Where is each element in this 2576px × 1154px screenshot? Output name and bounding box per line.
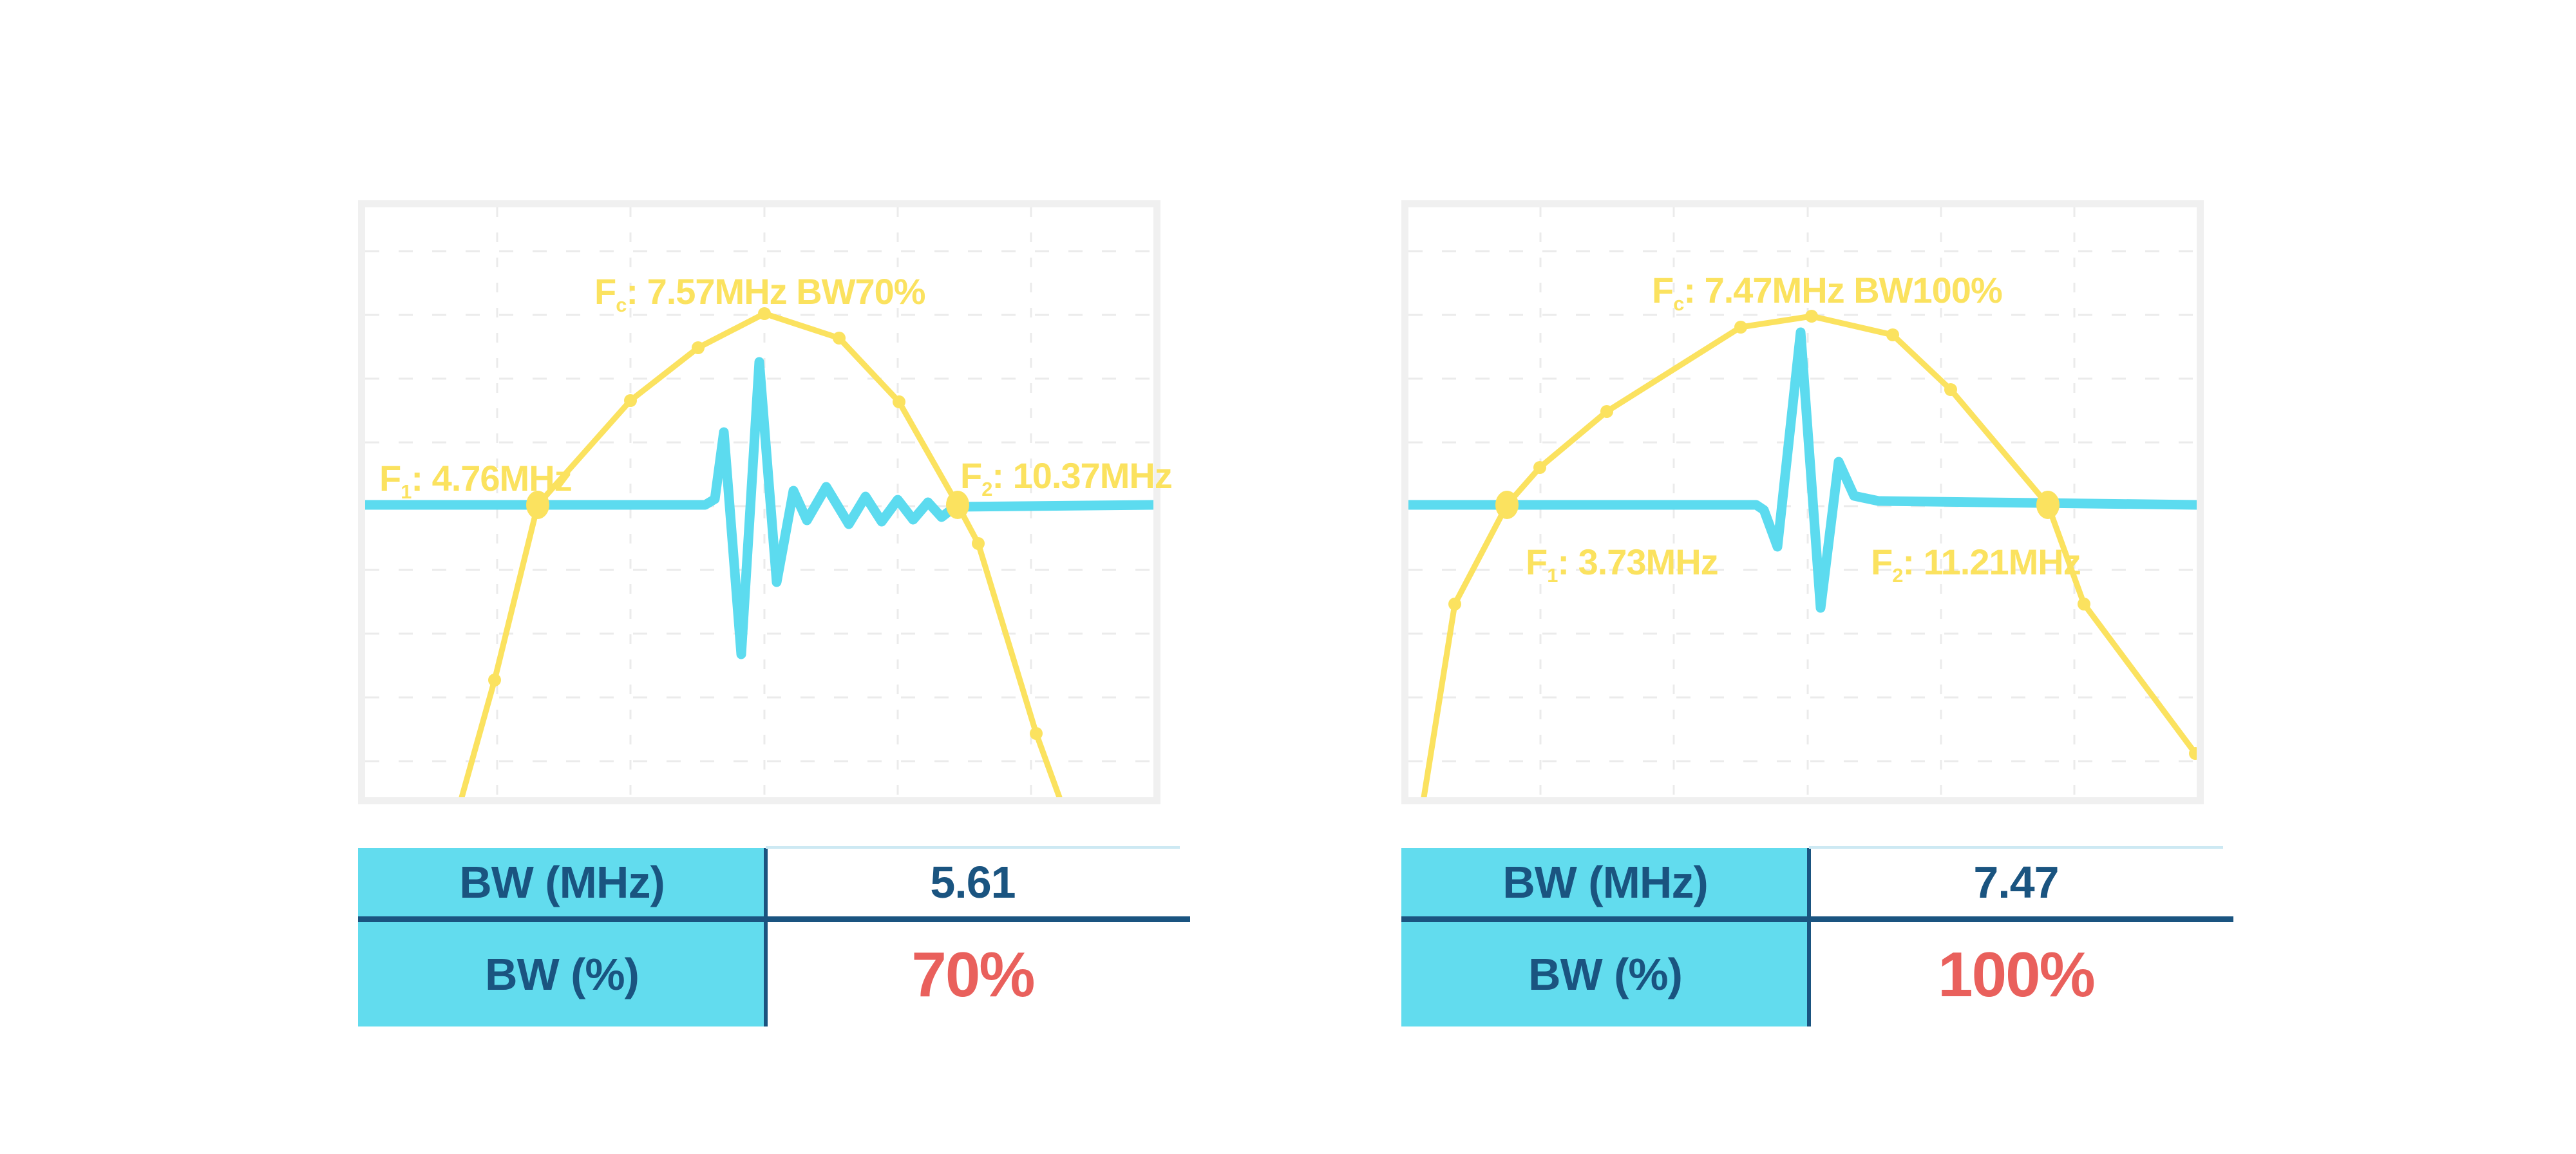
data-point-marker: [692, 341, 705, 354]
f1-subscript: 1: [401, 480, 412, 504]
data-point-marker: [893, 395, 905, 408]
crossing-point-marker: [2036, 491, 2060, 519]
fc-subscript: c: [1673, 292, 1684, 316]
f1-value-text: : 3.73MHz: [1557, 542, 1718, 582]
f1-subscript: 1: [1547, 564, 1558, 587]
table-column-divider: [1807, 848, 1811, 1026]
crossing-point-marker: [946, 491, 969, 519]
f2-prefix: F: [960, 455, 982, 496]
spectrum-plot-broadband: Fc: 7.47MHz BW100% F1: 3.73MHz F2: 11.21…: [1401, 200, 2204, 804]
bw-mhz-value-cell: 7.47: [1809, 848, 2223, 916]
table-top-rule: [766, 846, 1180, 849]
table-row: BW (MHz) 5.61: [358, 848, 1180, 916]
pulse-waveform-path: [365, 357, 1153, 659]
data-point-marker: [1944, 383, 1957, 396]
data-point-marker: [2078, 598, 2090, 610]
f1-prefix: F: [1526, 542, 1548, 582]
table-row: BW (%) 100%: [1401, 922, 2223, 1026]
data-point-marker: [624, 394, 637, 407]
spectrum-waveform-chart: [365, 207, 1153, 797]
data-point-marker: [488, 674, 501, 686]
table-row: BW (MHz) 7.47: [1401, 848, 2223, 916]
crossing-point-marker: [1495, 491, 1519, 519]
data-point-marker: [1030, 727, 1043, 740]
table-row: BW (%) 70%: [358, 922, 1180, 1026]
bw-summary-table: BW (MHz) 7.47 BW (%) 100%: [1401, 846, 2233, 1026]
bw-percent-value-cell: 70%: [766, 922, 1180, 1026]
fc-prefix: F: [594, 271, 616, 312]
bw-percent-label-cell: BW (%): [1401, 922, 1809, 1026]
spectrum-path: [459, 310, 1063, 797]
f2-value-text: : 10.37MHz: [992, 455, 1172, 496]
data-point-marker: [2189, 747, 2197, 760]
table-top-rule: [1809, 846, 2223, 849]
bw-percent-label-cell: BW (%): [358, 922, 766, 1026]
chart-block-broadband: Fc: 7.47MHz BW100% F1: 3.73MHz F2: 11.21…: [1401, 0, 2239, 1154]
data-point-marker: [1600, 405, 1613, 418]
f1-annotation: F1: 4.76MHz: [379, 458, 573, 502]
table-row-divider: [358, 916, 1190, 922]
fc-annotation: Fc: 7.57MHz BW70%: [594, 271, 926, 315]
fc-prefix: F: [1652, 270, 1674, 310]
fc-subscript: c: [616, 294, 627, 317]
data-point-marker: [1886, 328, 1899, 341]
data-point-marker: [1448, 598, 1461, 610]
bw-mhz-label-cell: BW (MHz): [1401, 848, 1809, 916]
data-point-marker: [972, 537, 985, 550]
f1-annotation: F1: 3.73MHz: [1526, 542, 1719, 585]
f2-value-text: : 11.21MHz: [1902, 542, 2081, 582]
bw-percent-value-cell: 100%: [1809, 922, 2223, 1026]
data-point-marker: [1533, 461, 1546, 474]
chart-block-narrowband: Fc: 7.57MHz BW70% F1: 4.76MHz F2: 10.37M…: [358, 0, 1195, 1154]
data-point-marker: [1734, 321, 1747, 334]
bw-mhz-label-cell: BW (MHz): [358, 848, 766, 916]
f2-annotation: F2: 10.37MHz: [960, 455, 1173, 499]
f2-prefix: F: [1871, 542, 1893, 582]
pulse-waveform-path: [1408, 327, 2197, 613]
f1-prefix: F: [379, 458, 401, 498]
fc-value-text: : 7.57MHz BW70%: [626, 271, 925, 312]
data-point-marker: [758, 307, 771, 320]
table-column-divider: [764, 848, 768, 1026]
spectrum-waveform-chart: [1408, 207, 2197, 797]
fc-value-text: : 7.47MHz BW100%: [1683, 270, 2002, 310]
f2-subscript: 2: [981, 478, 992, 501]
spectrum-path: [1421, 313, 2197, 797]
fc-annotation: Fc: 7.47MHz BW100%: [1652, 270, 2003, 314]
f2-annotation: F2: 11.21MHz: [1871, 542, 2081, 585]
f1-value-text: : 4.76MHz: [411, 458, 572, 498]
bw-mhz-value-cell: 5.61: [766, 848, 1180, 916]
f2-subscript: 2: [1892, 564, 1903, 587]
spectrum-plot-narrowband: Fc: 7.57MHz BW70% F1: 4.76MHz F2: 10.37M…: [358, 200, 1173, 804]
bw-summary-table: BW (MHz) 5.61 BW (%) 70%: [358, 846, 1190, 1026]
table-row-divider: [1401, 916, 2233, 922]
data-point-marker: [1805, 310, 1818, 323]
data-point-marker: [833, 332, 846, 345]
crossing-point-marker: [526, 491, 549, 519]
